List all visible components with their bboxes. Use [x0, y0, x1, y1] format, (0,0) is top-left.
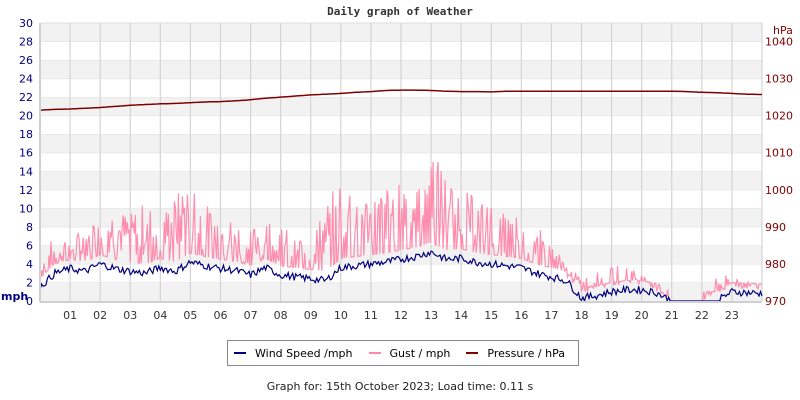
svg-text:13: 13 — [424, 309, 438, 322]
svg-text:24: 24 — [19, 73, 33, 86]
svg-text:1000: 1000 — [765, 184, 793, 197]
svg-text:11: 11 — [364, 309, 378, 322]
svg-text:10: 10 — [19, 202, 33, 215]
svg-text:16: 16 — [514, 309, 528, 322]
legend-item-pressure[interactable]: Pressure / hPa — [466, 347, 565, 360]
svg-text:22: 22 — [19, 91, 33, 104]
svg-text:1040: 1040 — [765, 36, 793, 49]
svg-text:0: 0 — [26, 295, 33, 308]
svg-text:15: 15 — [484, 309, 498, 322]
svg-text:2: 2 — [26, 276, 33, 289]
svg-text:990: 990 — [765, 221, 786, 234]
svg-text:970: 970 — [765, 295, 786, 308]
legend-label: Pressure / hPa — [487, 346, 565, 360]
svg-text:08: 08 — [274, 309, 288, 322]
svg-text:1010: 1010 — [765, 147, 793, 160]
svg-text:10: 10 — [334, 309, 348, 322]
legend-label: Wind Speed /mph — [255, 346, 353, 360]
svg-text:17: 17 — [544, 309, 558, 322]
svg-text:14: 14 — [454, 309, 468, 322]
svg-text:19: 19 — [605, 309, 619, 322]
svg-text:21: 21 — [665, 309, 679, 322]
svg-text:20: 20 — [635, 309, 649, 322]
svg-text:4: 4 — [26, 258, 33, 271]
svg-text:23: 23 — [725, 309, 739, 322]
svg-text:mph: mph — [1, 290, 28, 303]
wind-speed-swatch-icon — [234, 352, 246, 354]
svg-text:8: 8 — [26, 221, 33, 234]
axes — [39, 23, 762, 303]
svg-text:28: 28 — [19, 36, 33, 49]
svg-text:26: 26 — [19, 54, 33, 67]
legend-item-wind-speed[interactable]: Wind Speed /mph — [234, 347, 353, 360]
chart-title: Daily graph of Weather — [327, 5, 473, 18]
svg-text:12: 12 — [19, 184, 33, 197]
svg-text:14: 14 — [19, 165, 33, 178]
svg-text:6: 6 — [26, 239, 33, 252]
svg-text:01: 01 — [63, 309, 77, 322]
svg-text:06: 06 — [214, 309, 228, 322]
svg-text:04: 04 — [153, 309, 167, 322]
svg-text:02: 02 — [93, 309, 107, 322]
svg-text:05: 05 — [183, 309, 197, 322]
svg-text:18: 18 — [575, 309, 589, 322]
svg-text:1030: 1030 — [765, 73, 793, 86]
svg-text:16: 16 — [19, 147, 33, 160]
gust-swatch-icon — [368, 352, 381, 354]
svg-text:22: 22 — [695, 309, 709, 322]
series-lines — [39, 89, 763, 303]
legend: Wind Speed /mph Gust / mph Pressure / hP… — [227, 340, 579, 366]
svg-text:09: 09 — [304, 309, 318, 322]
footer-status: Graph for: 15th October 2023; Load time:… — [266, 380, 534, 393]
legend-label: Gust / mph — [389, 346, 451, 360]
svg-text:18: 18 — [19, 128, 33, 141]
svg-text:03: 03 — [123, 309, 137, 322]
legend-item-gust[interactable]: Gust / mph — [368, 346, 451, 360]
svg-text:30: 30 — [19, 17, 33, 30]
pressure-swatch-icon — [466, 352, 479, 354]
svg-text:20: 20 — [19, 110, 33, 123]
svg-text:12: 12 — [394, 309, 408, 322]
svg-text:hPa: hPa — [773, 24, 793, 37]
svg-text:07: 07 — [244, 309, 258, 322]
svg-text:980: 980 — [765, 258, 786, 271]
svg-text:1020: 1020 — [765, 110, 793, 123]
x-axis-labels: 01 02 03 04 05 06 07 08 09 10 11 12 13 14 15 16 17 18 19 20… — [63, 309, 739, 322]
